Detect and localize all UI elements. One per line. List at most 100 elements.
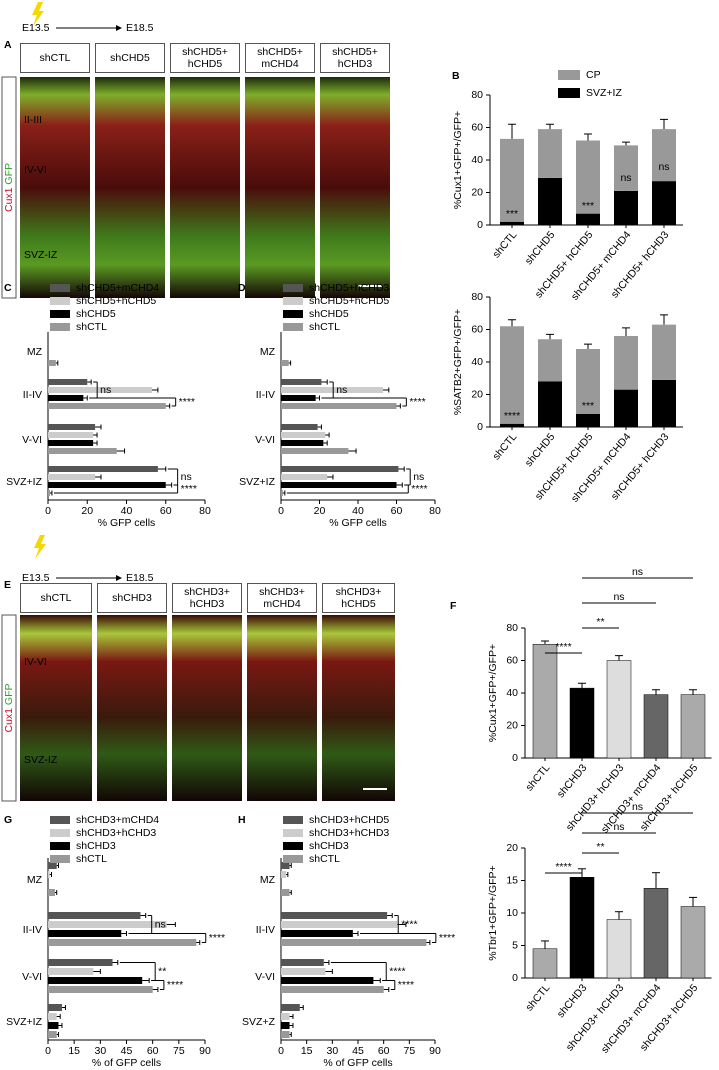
bar — [48, 482, 166, 488]
bar — [281, 403, 397, 409]
y-tick-label: 80 — [506, 622, 518, 634]
legend-swatch — [50, 323, 70, 331]
micrograph — [322, 615, 395, 801]
bar-segment — [500, 326, 524, 424]
panel-label: G — [4, 814, 12, 826]
bar — [569, 877, 595, 979]
significance: ns — [632, 566, 643, 578]
header-box: shCHD5 — [95, 43, 165, 73]
y-axis-label: %Cux1+GFP+/GFP+ — [487, 644, 499, 742]
micrograph — [20, 77, 90, 298]
y-tick-label: MZ — [260, 346, 276, 358]
bar — [281, 440, 324, 446]
bar-segment — [652, 129, 676, 182]
y-tick-label: II-IV — [23, 924, 42, 936]
legend-label: shCTL — [76, 853, 107, 865]
bar-segment — [500, 423, 524, 427]
y-tick-label: SVZ+Z — [242, 1016, 276, 1028]
significance: **** — [409, 396, 425, 408]
x-tick-label: 60 — [391, 505, 403, 517]
significance: **** — [389, 965, 405, 977]
legend-label: shCHD3+hCHD3 — [309, 827, 389, 839]
bar — [281, 889, 290, 896]
bar — [281, 387, 384, 393]
legend-label: shCHD3+mCHD4 — [76, 814, 159, 826]
significance: **** — [504, 410, 520, 422]
x-tick-label: 75 — [403, 1045, 415, 1057]
x-tick-label: shCTL — [523, 762, 552, 794]
y-tick-label: MZ — [260, 874, 276, 886]
bar-segment — [652, 324, 676, 380]
x-tick-label: 30 — [326, 1045, 338, 1057]
x-tick-label: 45 — [352, 1045, 364, 1057]
bar — [48, 474, 96, 480]
y-tick-label: 0 — [512, 972, 518, 984]
x-tick-label: shCTL — [490, 431, 519, 463]
arrow-head — [116, 25, 122, 31]
significance: **** — [181, 483, 197, 495]
significance: **** — [401, 918, 417, 930]
significance: ** — [596, 841, 604, 853]
bar — [281, 912, 388, 919]
y-tick-label: 0 — [477, 421, 483, 433]
condition-label: shCHD5+ hCHD5 — [170, 43, 240, 73]
x-tick-label: 45 — [121, 1045, 133, 1057]
bar — [281, 862, 290, 869]
bar-segment — [538, 339, 562, 382]
header-box: shCHD3+ mCHD4 — [247, 583, 317, 613]
legend-swatch — [283, 829, 303, 837]
x-tick-label: 0 — [278, 1045, 284, 1057]
x-tick-label: shCTL — [523, 982, 552, 1014]
legend-swatch — [50, 829, 70, 837]
legend-label: shCTL — [309, 321, 340, 333]
legend-label: shCHD5+mCHD4 — [76, 282, 159, 294]
bar — [532, 948, 558, 979]
legend-swatch — [50, 855, 70, 863]
significance: ns — [613, 821, 624, 833]
x-tick-label: 30 — [94, 1045, 106, 1057]
bar-segment — [614, 336, 638, 390]
bar-segment — [652, 181, 676, 225]
significance: ns — [181, 471, 192, 483]
legend-label: shCHD3+hCHD3 — [76, 827, 156, 839]
panel-label: D — [238, 282, 246, 294]
significance: *** — [506, 208, 518, 220]
legend-label: shCHD5+hCHD5 — [76, 295, 156, 307]
header-box: shCTL — [20, 43, 90, 73]
significance: **** — [209, 932, 225, 944]
x-tick-label: 80 — [199, 505, 211, 517]
bar — [48, 889, 55, 896]
bar — [643, 888, 669, 979]
bar — [48, 424, 96, 430]
bar — [48, 379, 88, 385]
y-tick-label: 60 — [471, 323, 483, 335]
micrograph — [20, 615, 92, 801]
bar — [48, 939, 197, 946]
bar — [48, 1004, 62, 1011]
stain-box — [1, 614, 17, 802]
bar — [281, 930, 353, 937]
bar — [643, 694, 669, 759]
bar — [48, 490, 50, 496]
condition-label: shCHD5+ mCHD4 — [245, 43, 315, 73]
bar — [48, 921, 167, 928]
x-tick-label: shCHD3 — [555, 982, 590, 1020]
y-tick-label: SVZ+IZ — [239, 476, 275, 488]
x-tick-label: shCHD5 — [523, 229, 558, 267]
y-tick-label: 60 — [471, 121, 483, 133]
bar — [48, 977, 143, 984]
y-tick-label: V-VI — [255, 971, 275, 983]
micrograph — [95, 77, 165, 298]
micrograph — [320, 77, 390, 298]
y-tick-label: MZ — [27, 874, 43, 886]
y-tick-label: SVZ+IZ — [6, 476, 42, 488]
legend-swatch — [283, 310, 303, 318]
layer-label: SVZ-IZ — [24, 249, 58, 261]
significance: **** — [179, 396, 195, 408]
y-tick-label: 20 — [471, 388, 483, 400]
y-tick-label: 60 — [506, 654, 518, 666]
legend-swatch — [50, 842, 70, 850]
significance: *** — [582, 400, 594, 412]
bar — [281, 921, 398, 928]
legend-label: shCHD5 — [309, 308, 349, 320]
